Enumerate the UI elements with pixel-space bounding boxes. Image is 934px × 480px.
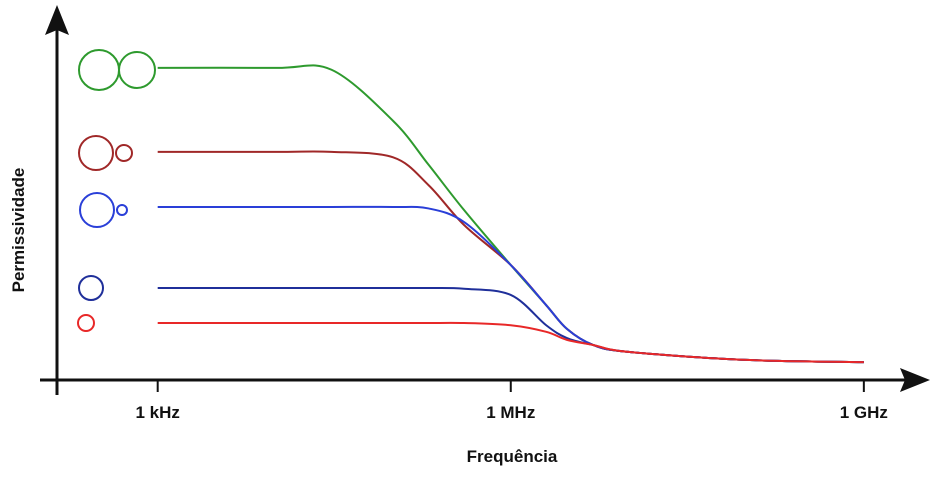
- line: [157, 321, 864, 364]
- line: [157, 205, 864, 364]
- icon: [78, 275, 104, 301]
- x-tick-label: 1 kHz: [135, 403, 179, 422]
- x-tick-label: 1 GHz: [840, 403, 888, 422]
- icon: [78, 49, 120, 91]
- icon: [115, 144, 133, 162]
- icon: [79, 192, 115, 228]
- line: [157, 64, 864, 364]
- x-arrow: [900, 368, 930, 392]
- icon: [77, 314, 95, 332]
- line: [157, 150, 864, 364]
- x-axis-title: Frequência: [467, 447, 558, 466]
- icons: [77, 49, 156, 332]
- icon: [118, 51, 156, 89]
- y-arrow: [45, 5, 69, 35]
- x-tick-label: 1 MHz: [486, 403, 535, 422]
- icon: [78, 135, 114, 171]
- icon: [116, 204, 128, 216]
- y-axis-title: Permissividade: [9, 168, 28, 293]
